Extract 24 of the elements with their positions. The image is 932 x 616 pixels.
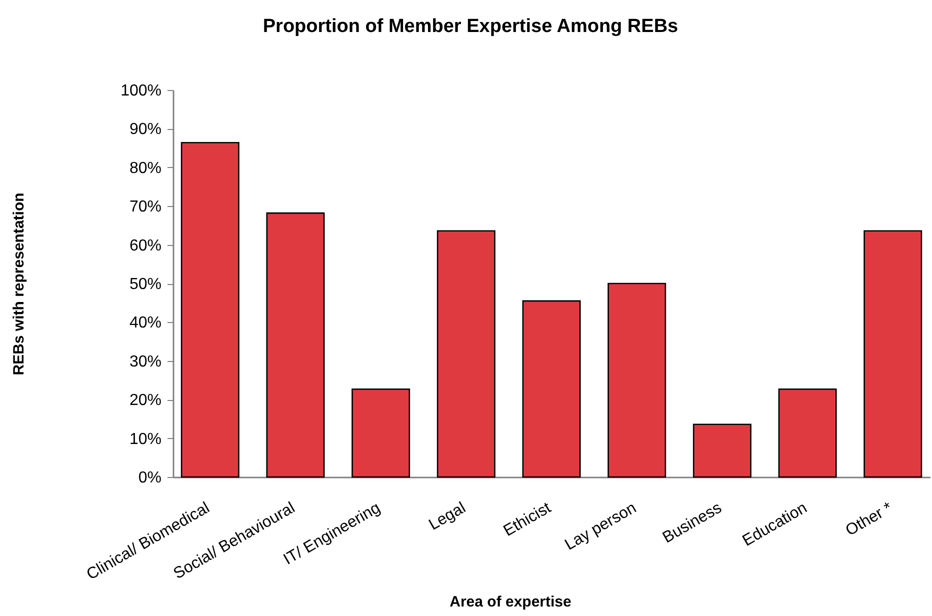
- x-axis-title: Area of expertise: [450, 594, 572, 610]
- bar: [180, 142, 240, 478]
- bar: [778, 388, 837, 478]
- bar: [608, 282, 666, 478]
- bar: [436, 230, 496, 478]
- y-tick-label: 10%: [129, 430, 162, 448]
- y-tick-label: 70%: [129, 198, 162, 216]
- y-tick-label: 30%: [129, 353, 162, 370]
- y-tick-label: 50%: [129, 276, 162, 293]
- chart-title: Proportion of Member Expertise Among REBs: [262, 16, 678, 37]
- y-tick-label: 20%: [129, 392, 162, 410]
- y-tick-label: 90%: [129, 121, 162, 138]
- y-tick-label: 80%: [129, 160, 162, 177]
- x-tick-label: Other *: [842, 500, 896, 540]
- bar: [352, 388, 410, 478]
- bar: [692, 424, 752, 478]
- y-tick-label: 60%: [129, 237, 162, 254]
- y-axis-title: REBs with representation: [10, 192, 28, 376]
- bar: [864, 230, 922, 478]
- y-tick-label: 100%: [120, 82, 162, 100]
- bar: [522, 300, 581, 478]
- y-tick-label: 40%: [129, 314, 162, 332]
- y-tick-label: 0%: [138, 470, 162, 486]
- bar: [266, 212, 325, 478]
